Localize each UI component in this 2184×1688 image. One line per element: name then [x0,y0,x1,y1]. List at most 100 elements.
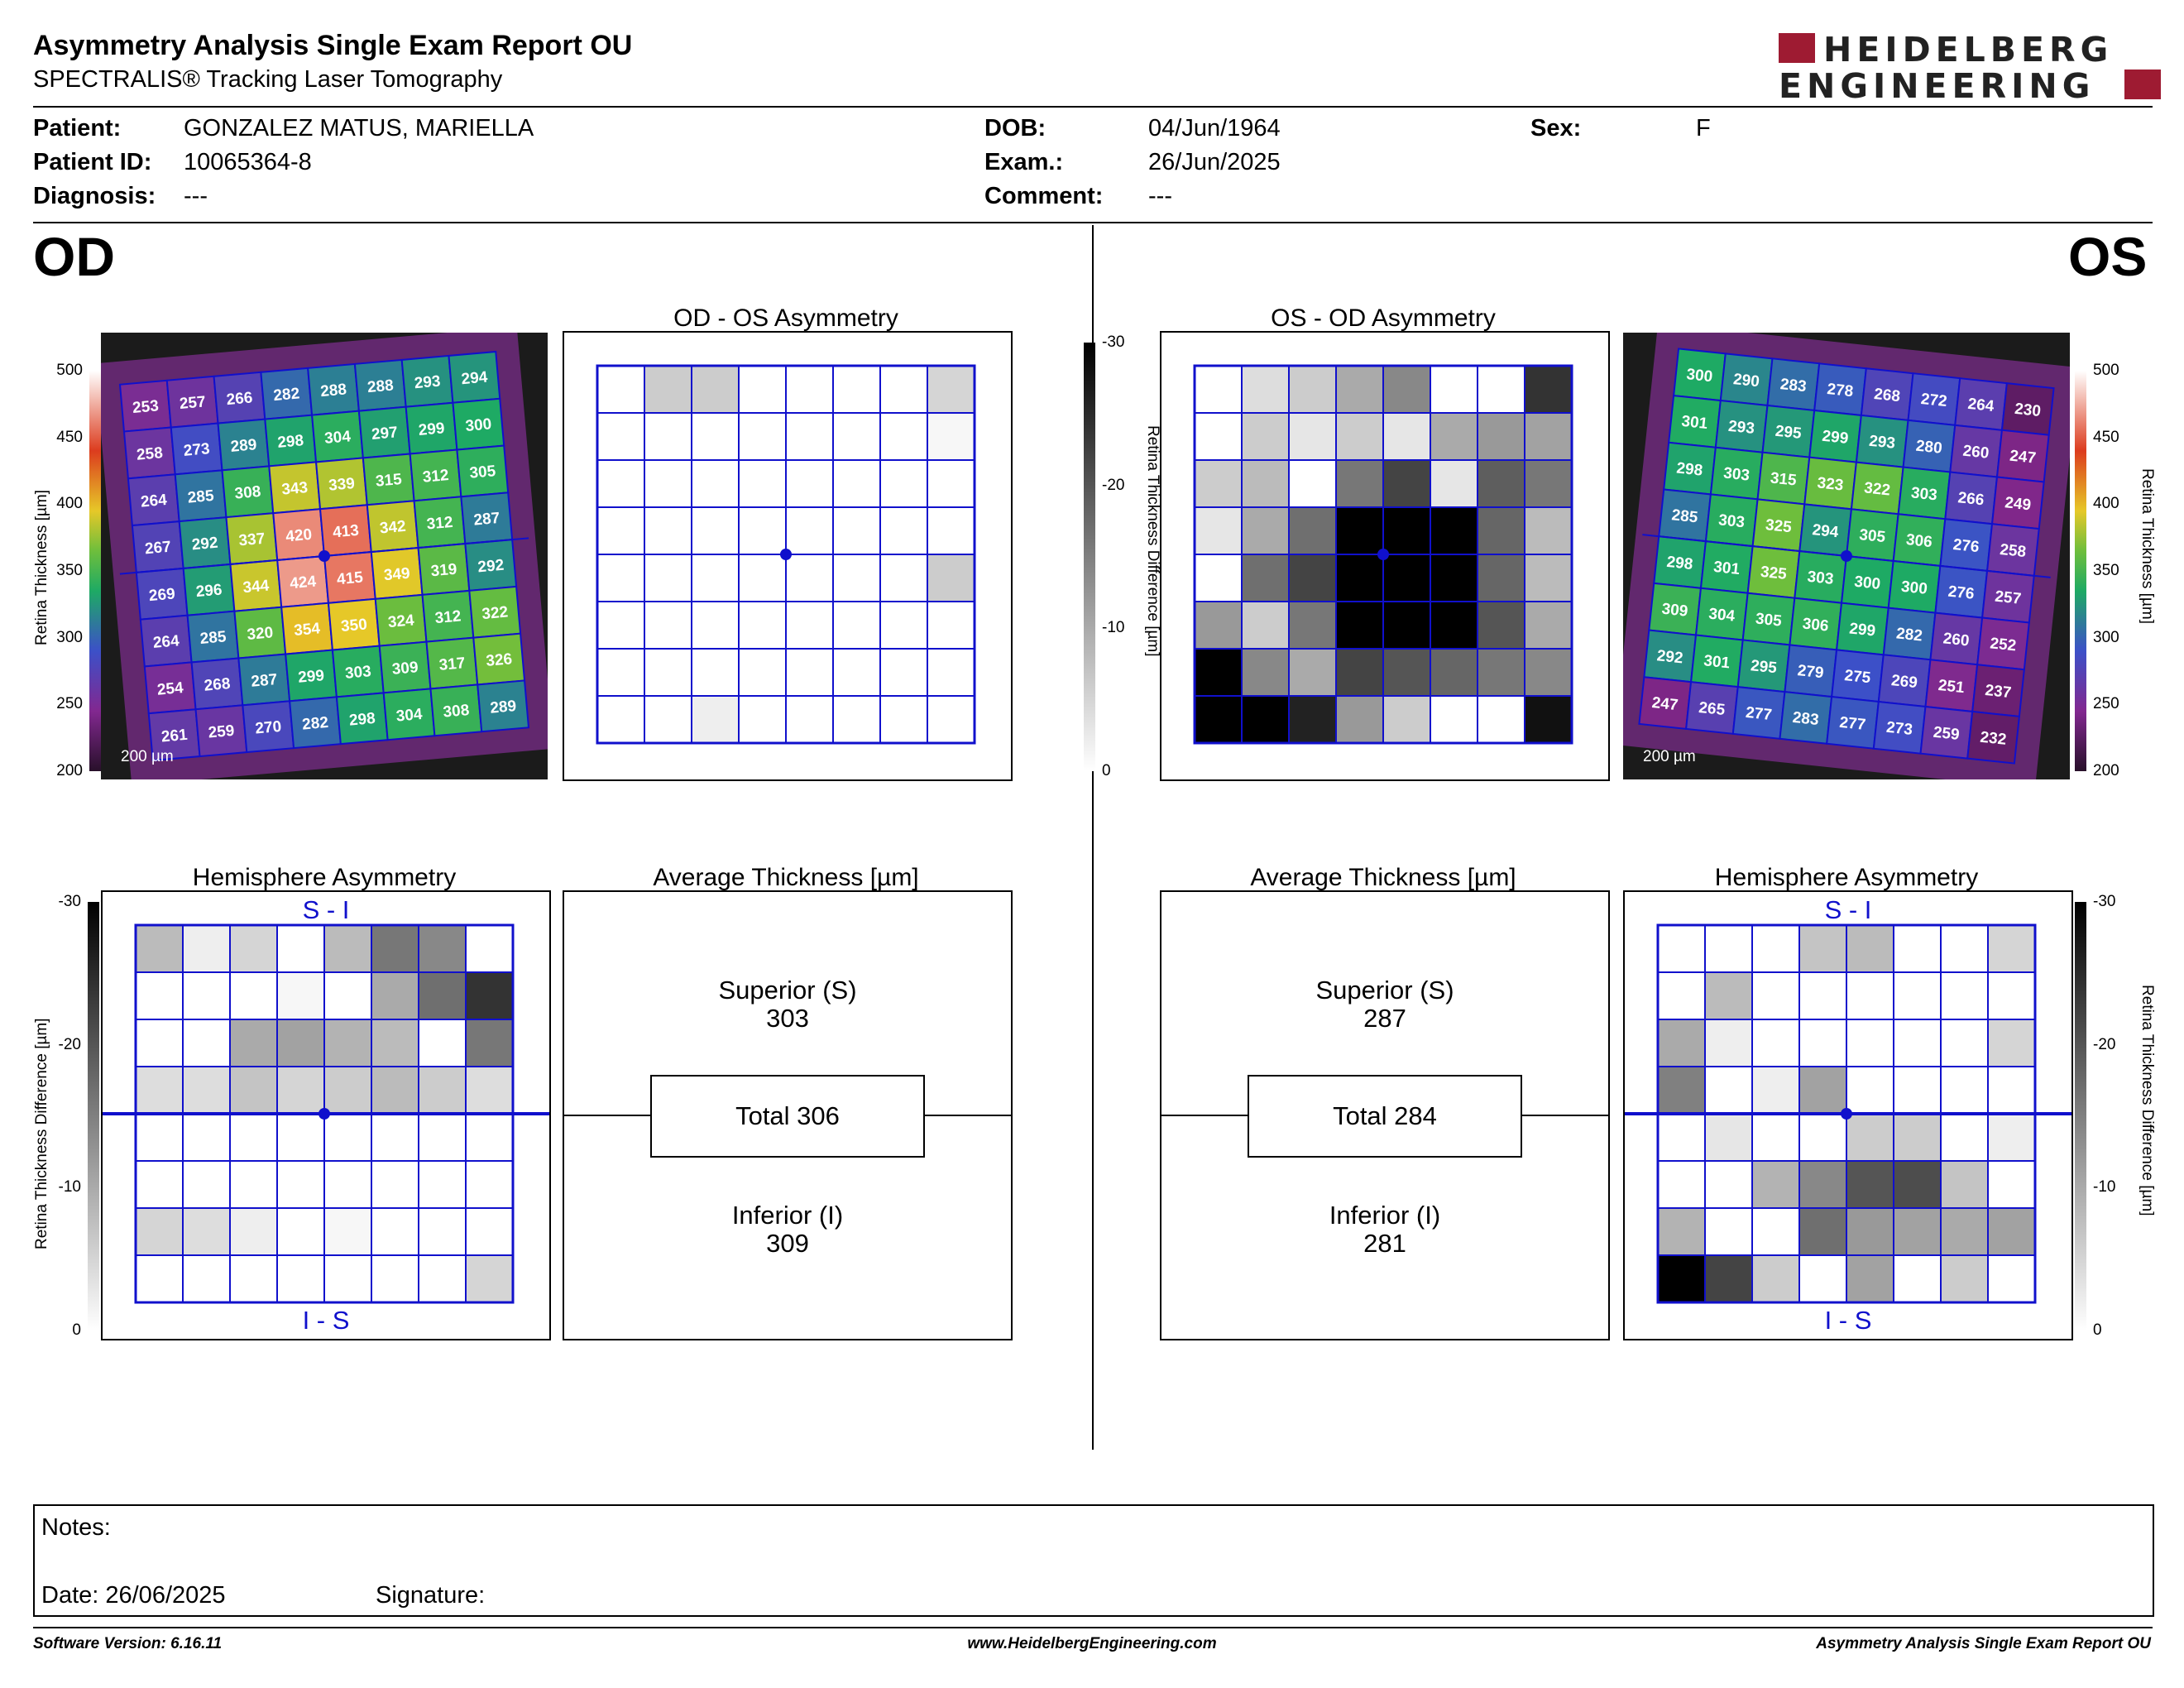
os-asymmetry-cell [1430,695,1478,744]
od-inferior-value: 309 [766,1229,809,1258]
od-asymmetry-cell [927,601,975,650]
os-hemisphere-cell [1751,1160,1800,1209]
os-asymmetry-cell [1382,365,1431,414]
od-hemisphere-cell [135,1207,184,1256]
os-hemisphere-cell [1657,924,1706,973]
od-hemisphere-cell [323,1066,372,1115]
od-asymmetry-cell [832,695,881,744]
od-thickness-value: 326 [486,650,513,670]
od-asymmetry-cell [832,601,881,650]
od-thickness-map: 253 257 266 282 288 288 293 294 258 273 289 298 304 2… [101,333,548,779]
od-thickness-scale-tick: 300 [56,628,83,646]
os-thickness-value: 301 [1680,413,1708,433]
sex-value: F [1696,115,1711,141]
od-asymmetry-cell [785,365,834,414]
od-thickness-value: 344 [242,577,271,597]
od-asymmetry-cell [691,601,740,650]
os-asymmetry-cell [1477,648,1525,697]
os-asymmetry-cell [1335,506,1384,555]
os-asymmetry-border [1193,364,1573,745]
comment-value: --- [1148,183,1172,209]
dob-label: DOB: [984,115,1046,141]
exam-date: 26/Jun/2025 [1148,149,1281,175]
os-thickness-value: 264 [1967,396,1995,415]
od-thickness-value: 304 [395,706,424,726]
od-hemisphere-cell [182,1019,231,1067]
os-asymmetry-cell [1194,648,1243,697]
os-hemisphere-cell [1846,971,1894,1020]
os-hemisphere-cell [1893,1019,1942,1067]
od-thickness-value: 293 [414,372,441,392]
od-hemisphere-cell [465,924,514,973]
od-hemisphere-cell [276,1113,325,1162]
od-thickness-value: 312 [422,467,449,487]
od-asymmetry-cell [738,506,787,555]
os-asymmetry-cell [1241,459,1290,508]
od-hemisphere-cell [323,1207,372,1256]
os-asymmetry-cell [1524,601,1573,650]
info-divider [33,222,2153,223]
os-thickness-value: 275 [1843,667,1871,687]
os-hemisphere-cell [1893,924,1942,973]
od-thickness-value: 322 [481,603,509,623]
od-thickness-value: 312 [426,514,453,534]
os-asymmetry-cell [1477,459,1525,508]
os-hemisphere-cell [1940,1113,1989,1162]
os-superior-value: 287 [1363,1004,1406,1033]
os-hemisphere-cell [1798,1113,1847,1162]
os-thickness-value: 295 [1750,657,1778,677]
os-difference-axis-label: Retina Thickness Difference [µm] [2138,985,2156,1216]
os-hemisphere-cell [1893,1207,1942,1256]
od-asymmetry-cell [738,365,787,414]
os-hemisphere-cell [1940,971,1989,1020]
os-asymmetry-cell [1335,695,1384,744]
os-asymmetry-cell [1335,554,1384,602]
os-thickness-value: 280 [1915,438,1943,458]
od-hemisphere-cell [276,1160,325,1209]
os-asymmetry-cell [1430,506,1478,555]
os-thickness-value: 285 [1671,506,1699,526]
od-total: Total 306 [650,1075,925,1158]
os-thickness-scale-tick: 200 [2093,762,2119,779]
os-thickness-value: 276 [1947,583,1976,603]
os-hemi-scale-tick: -10 [2093,1178,2116,1196]
os-hemisphere-cell [1751,1254,1800,1303]
signature-label: Signature: [376,1582,486,1609]
os-thickness-value: 306 [1802,615,1830,635]
od-asymmetry-border [596,364,976,745]
od-thickness-value: 287 [473,510,500,530]
os-thickness-value: 298 [1676,460,1704,480]
patient-id-label: Patient ID: [33,149,152,175]
os-asymmetry-cell [1335,365,1384,414]
os-hemisphere-cell [1657,1019,1706,1067]
od-thickness-value: 261 [160,727,189,746]
od-asymmetry-cell [785,459,834,508]
logo-line-2: ENGINEERING [1779,66,2095,106]
od-hemisphere-cell [465,1113,514,1162]
od-asymmetry-cell [832,412,881,461]
os-hemisphere-cell [1751,1207,1800,1256]
notes-box[interactable]: Notes: Date: 26/06/2025 Signature: [33,1504,2154,1617]
od-asymmetry-cell [879,648,928,697]
od-asymmetry-cell [644,601,692,650]
os-thickness-scale-tick: 300 [2093,628,2119,646]
od-thickness-value: 253 [132,397,159,417]
od-asymmetry-cell [738,648,787,697]
od-asymmetry-cell [644,412,692,461]
od-thickness-scale-tick: 500 [56,362,83,379]
asymmetry-scale-colorbar [1084,343,1095,771]
od-thickness-scale-colorbar [89,371,101,771]
os-asymmetry-cell [1194,601,1243,650]
od-hemisphere-cell [276,1066,325,1115]
os-asymmetry-cell [1288,695,1337,744]
os-asymmetry-cell [1430,412,1478,461]
os-hemisphere-cell [1940,1066,1989,1115]
od-thickness-value: 298 [348,710,376,730]
od-hemisphere-cell [323,1254,372,1303]
logo-mark [1779,33,1815,63]
website-link[interactable]: www.HeidelbergEngineering.com [967,1635,1217,1652]
od-asymmetry-panel [563,331,1013,781]
os-thickness-scale-colorbar [2075,371,2086,771]
od-hemisphere-cell [465,1207,514,1256]
od-hemisphere-title: Hemisphere Asymmetry [192,864,457,891]
